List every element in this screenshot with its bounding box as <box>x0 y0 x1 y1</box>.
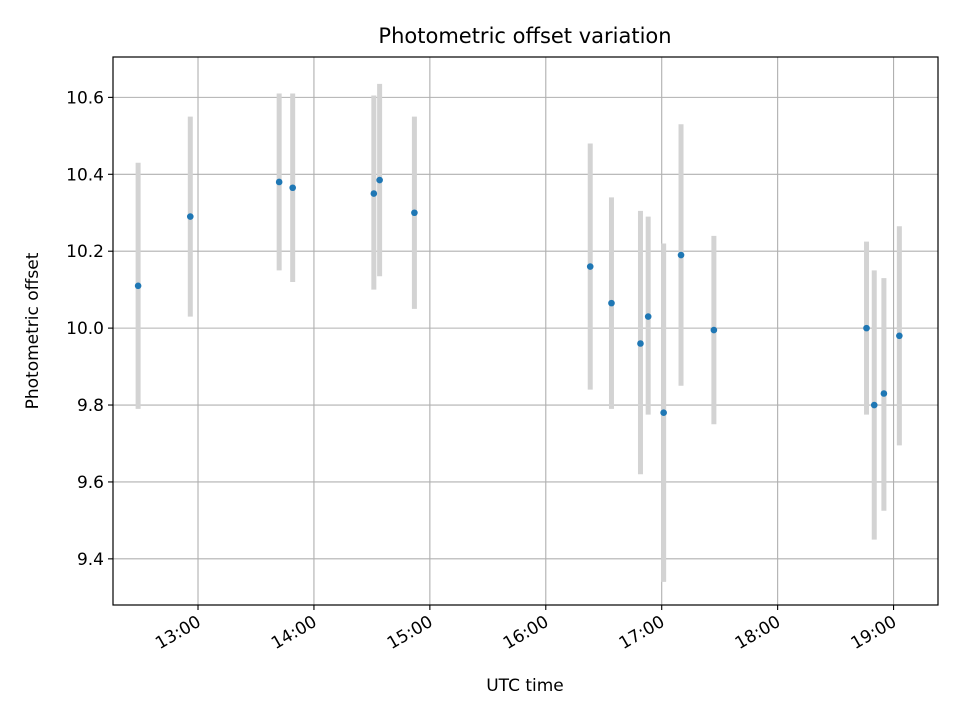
data-point <box>275 178 283 186</box>
data-point <box>710 326 718 334</box>
data-point <box>896 332 903 340</box>
y-tick-label: 10.0 <box>66 319 104 339</box>
data-point <box>870 401 878 409</box>
y-tick-label: 9.8 <box>77 396 104 416</box>
data-point <box>863 324 870 332</box>
data-point <box>134 282 142 290</box>
data-point <box>644 313 652 320</box>
plot-frame <box>112 56 939 606</box>
data-point <box>186 213 194 220</box>
data-point <box>376 176 383 184</box>
y-tick-label: 9.4 <box>77 550 104 570</box>
y-axis-label: Photometric offset <box>23 252 43 409</box>
y-tick-label: 9.6 <box>77 473 104 493</box>
data-point <box>289 184 296 192</box>
data-point <box>586 263 594 270</box>
x-axis-label: UTC time <box>486 676 564 696</box>
chart-title: Photometric offset variation <box>378 24 671 48</box>
y-tick-label: 10.6 <box>66 88 104 108</box>
y-tick-label: 10.2 <box>66 242 104 262</box>
data-point <box>880 390 888 397</box>
data-point <box>370 190 378 197</box>
data-point <box>677 251 685 259</box>
data-point <box>637 340 644 347</box>
data-point <box>411 209 418 217</box>
y-tick-label: 10.4 <box>66 165 104 185</box>
data-point <box>660 409 667 417</box>
data-point <box>608 299 615 307</box>
data-points <box>134 176 903 417</box>
